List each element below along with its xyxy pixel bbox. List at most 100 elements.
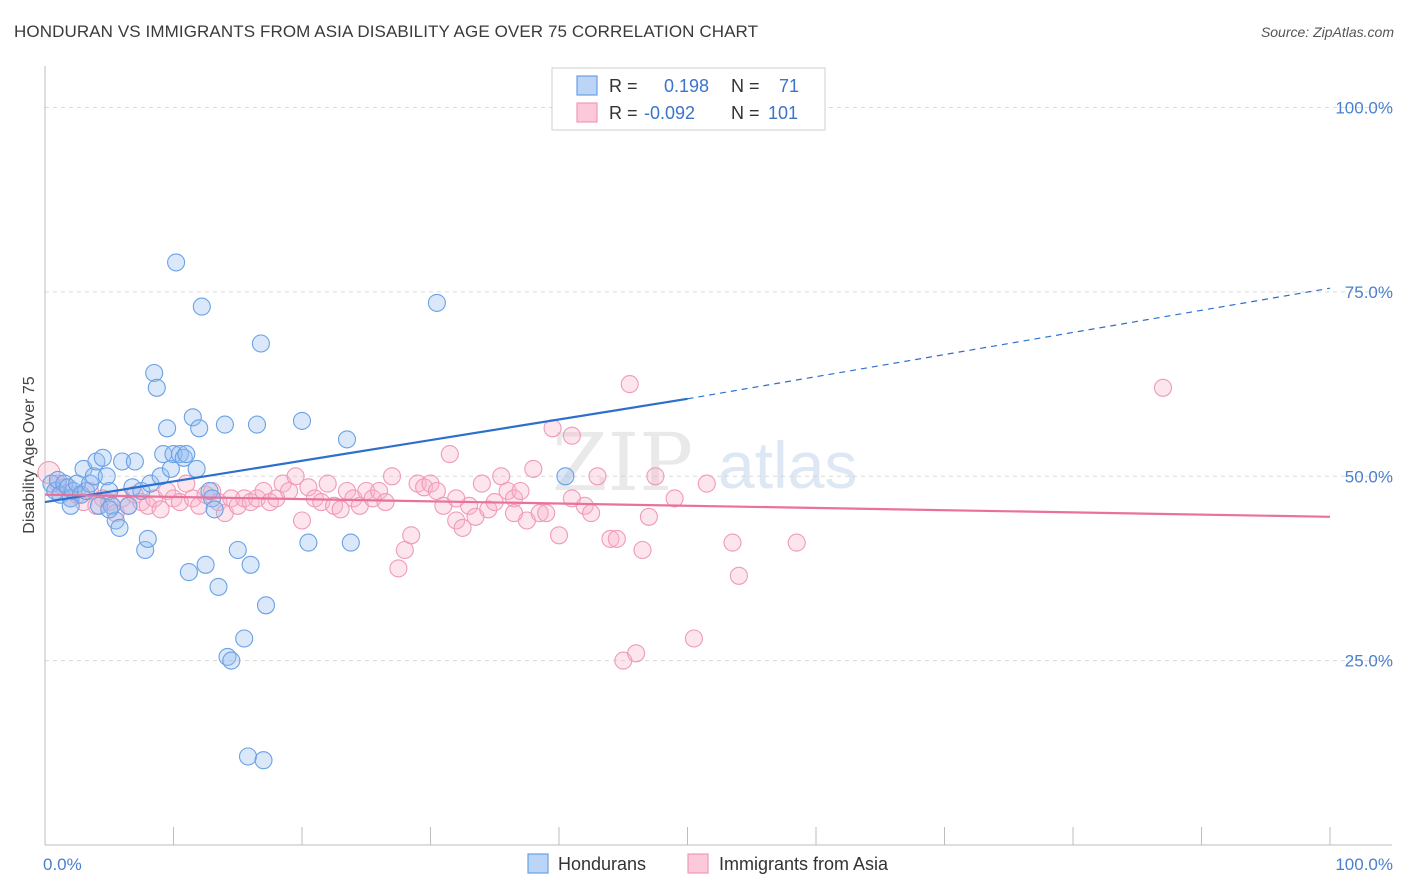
- honduran-point: [89, 496, 109, 515]
- honduran-point: [205, 500, 224, 519]
- asia-point: [286, 467, 305, 486]
- honduran-point: [161, 459, 180, 478]
- asia-point: [440, 445, 459, 464]
- honduran-point: [292, 411, 312, 430]
- honduran-point: [183, 408, 202, 427]
- honduran-point: [247, 415, 267, 434]
- honduran-point: [254, 751, 273, 770]
- honduran-point: [84, 467, 103, 486]
- honduran-point: [190, 419, 209, 438]
- honduran-trend-extension: [687, 287, 1331, 400]
- asia-trend-line: [44, 493, 1331, 518]
- asia-point: [684, 629, 703, 648]
- asia-point: [697, 474, 716, 493]
- asia-point: [1153, 378, 1173, 397]
- honduran-point: [556, 467, 575, 486]
- stats-r-value-2: -0.092: [644, 103, 695, 123]
- honduran-point: [119, 496, 138, 515]
- stats-n-label-1: N =: [731, 76, 760, 96]
- asia-point: [524, 459, 543, 478]
- asia-point: [331, 500, 350, 519]
- honduran-point: [238, 747, 258, 766]
- y-tick-label: 100.0%: [1335, 99, 1393, 118]
- stats-r-value-1: 0.198: [659, 76, 709, 96]
- gridlines: [45, 107, 1392, 662]
- asia-point: [421, 474, 440, 493]
- stats-r-label-2: R =: [609, 103, 638, 123]
- honduran-point: [341, 533, 360, 552]
- honduran-trend-line: [44, 397, 688, 504]
- honduran-point: [179, 563, 198, 582]
- stats-n-value-2: 101: [768, 103, 798, 123]
- honduran-point: [235, 629, 254, 648]
- asia-point: [402, 526, 421, 545]
- asia-point: [646, 467, 665, 486]
- asia-point: [530, 504, 549, 523]
- honduran-point: [196, 555, 215, 574]
- source-credit: Source: ZipAtlas.com: [1260, 24, 1394, 40]
- honduran-point: [241, 555, 260, 574]
- y-tick-labels: 25.0% 50.0% 75.0% 100.0%: [1335, 99, 1393, 671]
- asia-point: [787, 533, 806, 552]
- legend-swatch-hondurans: [527, 853, 549, 874]
- honduran-point: [215, 415, 234, 434]
- honduran-point: [97, 467, 116, 486]
- honduran-point: [138, 529, 157, 548]
- watermark-zip: ZIP: [552, 416, 693, 509]
- honduran-point: [147, 378, 166, 397]
- honduran-point: [110, 518, 129, 537]
- asia-point: [627, 644, 646, 663]
- honduran-point: [187, 459, 206, 478]
- honduran-point: [158, 419, 177, 438]
- honduran-point: [100, 500, 119, 519]
- asia-point: [292, 511, 312, 530]
- honduran-point: [222, 651, 241, 670]
- honduran-point: [299, 533, 318, 552]
- asia-point: [723, 533, 742, 552]
- x-tick-label: 0.0%: [43, 855, 82, 874]
- data-points: [37, 98, 1173, 770]
- asia-point: [620, 375, 639, 394]
- asia-point: [472, 474, 491, 493]
- honduran-point: [337, 430, 357, 449]
- watermark-atlas: atlas: [718, 428, 857, 502]
- asia-point: [427, 481, 446, 501]
- y-tick-label: 50.0%: [1345, 467, 1393, 486]
- honduran-point: [427, 293, 446, 312]
- asia-point: [453, 518, 472, 537]
- y-axis-title: Disability Age Over 75: [21, 376, 38, 534]
- asia-point: [504, 504, 524, 523]
- honduran-point: [256, 596, 276, 615]
- stats-swatch-pink: [576, 102, 598, 123]
- stats-box: R = 0.198 N = 71 R = -0.092 N = 101: [551, 67, 826, 131]
- asia-point: [639, 507, 658, 526]
- asia-point: [376, 493, 395, 512]
- asia-point: [729, 566, 748, 585]
- honduran-point: [228, 540, 247, 560]
- axes: [44, 66, 1392, 846]
- asia-point: [382, 467, 402, 486]
- asia-point: [151, 500, 170, 519]
- honduran-point: [192, 297, 211, 316]
- legend-label-hondurans: Hondurans: [558, 854, 646, 874]
- asia-point: [601, 529, 620, 548]
- y-tick-label: 25.0%: [1345, 652, 1393, 671]
- asia-point: [537, 504, 556, 523]
- honduran-point: [151, 467, 170, 486]
- honduran-point: [209, 577, 228, 596]
- asia-point: [447, 511, 466, 530]
- honduran-point: [136, 540, 155, 560]
- asia-point: [389, 559, 408, 578]
- asia-point: [588, 467, 607, 486]
- chart-title: HONDURAN VS IMMIGRANTS FROM ASIA DISABIL…: [14, 22, 759, 41]
- asia-point: [562, 426, 581, 445]
- legend-label-asia: Immigrants from Asia: [719, 854, 889, 874]
- asia-point: [633, 540, 652, 560]
- honduran-point: [167, 253, 186, 272]
- asia-point: [582, 504, 601, 523]
- asia-point: [607, 529, 626, 548]
- asia-point: [511, 481, 530, 501]
- asia-point: [549, 526, 569, 545]
- honduran-point: [177, 445, 196, 464]
